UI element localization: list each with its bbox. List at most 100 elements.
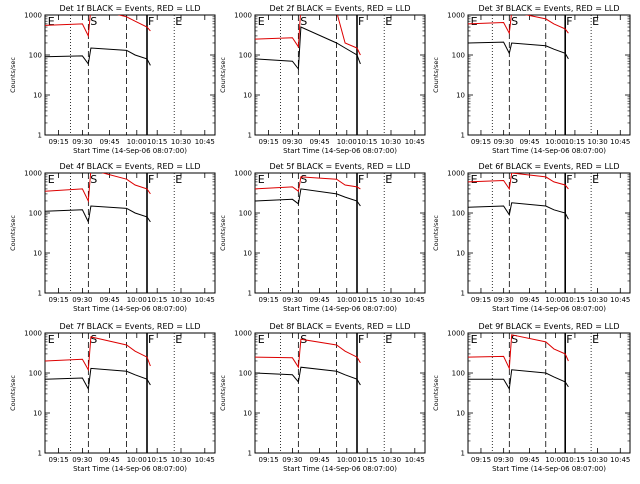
y-tick-label: 1 — [38, 290, 42, 298]
panel-title: Det 1f BLACK = Events, RED = LLD — [59, 4, 200, 13]
x-tick-label: 09:45 — [310, 296, 330, 304]
plot-frame — [44, 14, 216, 136]
y-axis-label: Counts/sec — [219, 375, 227, 411]
series-line-events — [468, 41, 569, 60]
x-tick-label: 10:30 — [171, 296, 191, 304]
y-tick-label: 100 — [29, 52, 42, 60]
plot-frame — [467, 332, 631, 454]
y-tick-label: 1 — [461, 290, 465, 298]
y-tick-label: 1 — [461, 450, 465, 458]
segment-marker: F — [148, 333, 154, 346]
series-line-lld — [45, 336, 151, 372]
series-line-events — [468, 369, 569, 391]
segment-marker: S — [300, 173, 307, 186]
panel-title: Det 2f BLACK = Events, RED = LLD — [269, 4, 410, 13]
y-axis-label: Counts/sec — [9, 375, 17, 411]
series-line-lld — [468, 334, 569, 371]
series-line-events — [255, 26, 361, 71]
plot-frame — [44, 172, 216, 294]
x-tick-label: 10:45 — [405, 296, 425, 304]
panel-title: Det 9f BLACK = Events, RED = LLD — [478, 322, 619, 331]
x-tick-label: 09:45 — [519, 456, 539, 464]
x-tick-label: 10:15 — [147, 456, 167, 464]
y-axis-label: Counts/sec — [432, 215, 440, 251]
segment-marker: E — [471, 173, 478, 186]
x-tick-label: 09:15 — [471, 296, 491, 304]
x-tick-label: 09:30 — [72, 138, 92, 146]
x-tick-label: 10:30 — [381, 138, 401, 146]
x-tick-label: 09:45 — [519, 138, 539, 146]
x-tick-label: 09:15 — [259, 456, 279, 464]
segment-marker: S — [300, 15, 307, 28]
x-tick-label: 10:00 — [337, 138, 357, 146]
series-line-lld — [468, 15, 569, 35]
x-tick-label: 10:15 — [565, 296, 585, 304]
segment-marker: E — [48, 15, 55, 28]
x-axis-label: Start Time (14-Sep-06 08:07:00) — [283, 305, 397, 313]
panel-title: Det 8f BLACK = Events, RED = LLD — [269, 322, 410, 331]
x-tick-label: 09:30 — [282, 456, 302, 464]
x-axis-label: Start Time (14-Sep-06 08:07:00) — [73, 465, 187, 473]
series-line-lld — [255, 176, 361, 193]
segment-marker: F — [148, 15, 154, 28]
segment-marker: E — [258, 333, 265, 346]
x-tick-label: 10:30 — [381, 456, 401, 464]
x-tick-label: 10:15 — [357, 138, 377, 146]
x-tick-label: 10:00 — [127, 456, 147, 464]
x-tick-label: 09:45 — [310, 138, 330, 146]
x-tick-label: 09:15 — [259, 296, 279, 304]
y-tick-label: 1000 — [234, 12, 252, 20]
y-tick-label: 10 — [243, 410, 252, 418]
panel-det-5: Det 5f BLACK = Events, RED = LLD E S F E 1 10 1… — [219, 162, 426, 313]
segment-marker: E — [175, 15, 182, 28]
segment-marker: E — [48, 173, 55, 186]
panel-title: Det 5f BLACK = Events, RED = LLD — [269, 162, 410, 171]
x-tick-label: 10:15 — [147, 138, 167, 146]
x-tick-label: 09:30 — [282, 296, 302, 304]
y-tick-label: 10 — [243, 250, 252, 258]
x-tick-label: 10:00 — [337, 296, 357, 304]
x-tick-label: 09:15 — [471, 138, 491, 146]
y-tick-label: 100 — [452, 210, 465, 218]
x-tick-label: 10:45 — [405, 138, 425, 146]
plot-frame — [44, 332, 216, 454]
y-tick-label: 100 — [29, 210, 42, 218]
plot-frame — [467, 172, 631, 294]
x-tick-label: 10:45 — [195, 456, 215, 464]
x-tick-label: 09:30 — [72, 296, 92, 304]
x-tick-label: 10:45 — [195, 296, 215, 304]
x-tick-label: 10:45 — [610, 456, 630, 464]
x-axis-label: Start Time (14-Sep-06 08:07:00) — [492, 305, 606, 313]
y-tick-label: 1 — [248, 450, 252, 458]
x-tick-label: 10:15 — [357, 296, 377, 304]
y-tick-label: 100 — [29, 370, 42, 378]
x-tick-label: 09:30 — [494, 138, 514, 146]
x-tick-label: 10:45 — [405, 456, 425, 464]
x-tick-label: 10:00 — [127, 296, 147, 304]
y-tick-label: 100 — [239, 370, 252, 378]
segment-marker: S — [511, 15, 518, 28]
y-tick-label: 1000 — [234, 330, 252, 338]
y-axis-label: Counts/sec — [219, 215, 227, 251]
y-tick-label: 100 — [452, 370, 465, 378]
y-axis-label: Counts/sec — [9, 215, 17, 251]
series-line-lld — [255, 15, 361, 56]
segment-marker: E — [258, 173, 265, 186]
x-tick-label: 09:45 — [100, 296, 120, 304]
y-tick-label: 1000 — [234, 170, 252, 178]
x-tick-label: 09:45 — [310, 456, 330, 464]
segment-marker: E — [471, 333, 478, 346]
x-tick-label: 09:30 — [72, 456, 92, 464]
x-tick-label: 10:30 — [381, 296, 401, 304]
y-tick-label: 10 — [243, 92, 252, 100]
segment-marker: E — [175, 333, 182, 346]
segment-marker: S — [90, 333, 97, 346]
y-tick-label: 1 — [248, 290, 252, 298]
segment-marker: E — [175, 173, 182, 186]
x-tick-label: 09:15 — [49, 456, 69, 464]
series-line-lld — [255, 338, 361, 369]
series-line-events — [255, 366, 361, 386]
